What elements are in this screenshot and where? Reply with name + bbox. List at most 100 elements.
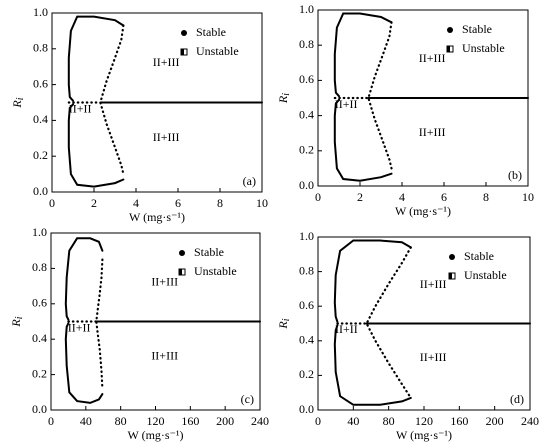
region-label: II+III <box>153 55 180 69</box>
x-tick-label: 120 <box>415 414 433 428</box>
x-tick-label: 240 <box>251 414 269 428</box>
panel-label: (a) <box>243 174 256 188</box>
y-tick-label: 0.0 <box>33 184 48 198</box>
panel-label: (d) <box>510 392 524 406</box>
y-tick-label: 0.0 <box>299 402 314 416</box>
region-label: II+III <box>151 274 178 288</box>
region-label: II+III <box>420 277 447 291</box>
y-tick-label: 0.2 <box>33 148 48 162</box>
x-axis-label: W (mg·s⁻¹) <box>127 428 183 442</box>
legend-label: Stable <box>462 22 492 36</box>
region-label: II+III <box>151 349 178 363</box>
legend-label: Unstable <box>196 44 239 58</box>
y-axis-label-main: R <box>10 100 24 109</box>
x-tick-label: 120 <box>147 414 165 428</box>
panel-label: (b) <box>508 168 522 182</box>
y-tick-label: 0.4 <box>32 331 47 345</box>
y-tick-label: 0.2 <box>32 366 47 380</box>
legend-marker-fill <box>449 273 452 279</box>
x-tick-label: 40 <box>80 414 92 428</box>
y-tick-label: 1.0 <box>33 5 48 19</box>
panel: 0 2 4 6 8 10 0.0 0.2 0.4 0.6 0.8 1.0 W (mg·s⁻¹) Ri Sta… <box>276 2 534 218</box>
y-axis-label-main: R <box>276 95 290 104</box>
x-tick-label: 200 <box>486 414 504 428</box>
x-tick-label: 240 <box>521 414 539 428</box>
x-tick-label: 0 <box>48 414 54 428</box>
legend-label: Unstable <box>464 268 507 282</box>
x-tick-label: 4 <box>133 196 139 210</box>
y-axis-label: Ri <box>9 316 26 327</box>
y-axis-label-sub: i <box>281 93 292 96</box>
y-axis-label: Ri <box>276 93 293 104</box>
y-tick-label: 0.8 <box>33 41 48 55</box>
legend-marker <box>179 250 185 256</box>
panel: 0 40 80 120 160 200 240 0.0 0.2 0.4 0.6 0.8 1.0 W (mg… <box>276 229 539 442</box>
x-axis-label: W (mg·s⁻¹) <box>396 428 452 442</box>
legend-label: Stable <box>194 245 224 259</box>
y-axis-label-main: R <box>276 321 290 330</box>
unstable-curve <box>67 24 125 176</box>
x-tick-label: 0 <box>315 190 321 204</box>
x-axis-label: W (mg·s⁻¹) <box>395 204 451 218</box>
x-tick-label: 80 <box>115 414 127 428</box>
y-tick-label: 0.0 <box>299 178 314 192</box>
x-tick-label: 160 <box>450 414 468 428</box>
y-tick-label: 0.2 <box>299 367 314 381</box>
region-label: II+III <box>419 51 446 65</box>
legend-label: Unstable <box>194 264 237 278</box>
y-tick-label: 1.0 <box>32 225 47 239</box>
legend-marker-fill <box>179 269 182 275</box>
x-tick-label: 160 <box>181 414 199 428</box>
region-label: II+II <box>69 101 92 115</box>
y-tick-label: 1.0 <box>299 2 314 16</box>
x-tick-label: 6 <box>441 190 447 204</box>
stable-curve <box>333 239 531 406</box>
y-axis-label-sub: i <box>15 97 26 100</box>
y-axis-label-sub: i <box>281 318 292 321</box>
legend-marker-fill <box>181 49 184 55</box>
y-tick-label: 0.6 <box>299 72 314 86</box>
y-tick-label: 0.4 <box>299 333 314 347</box>
y-tick-label: 0.4 <box>33 112 48 126</box>
x-tick-label: 80 <box>383 414 395 428</box>
x-tick-label: 0 <box>49 196 55 210</box>
y-tick-label: 0.6 <box>299 298 314 312</box>
y-tick-label: 0.8 <box>299 37 314 51</box>
legend-marker-fill <box>447 46 450 52</box>
x-tick-label: 200 <box>216 414 234 428</box>
x-tick-label: 10 <box>256 196 268 210</box>
stable-curve <box>64 237 261 404</box>
region-label: II+II <box>68 320 91 334</box>
y-tick-label: 0.2 <box>299 143 314 157</box>
x-tick-label: 2 <box>91 196 97 210</box>
y-tick-label: 0.8 <box>299 263 314 277</box>
x-tick-label: 40 <box>347 414 359 428</box>
x-tick-label: 8 <box>217 196 223 210</box>
y-axis-label: Ri <box>10 97 27 108</box>
region-label: II+II <box>335 97 358 111</box>
y-tick-label: 0.6 <box>33 76 48 90</box>
x-tick-label: 4 <box>399 190 405 204</box>
x-tick-label: 2 <box>357 190 363 204</box>
legend-marker <box>181 30 187 36</box>
region-label: II+III <box>420 350 447 364</box>
stable-curve <box>333 12 529 182</box>
region-label: II+II <box>335 322 358 336</box>
x-tick-label: 6 <box>175 196 181 210</box>
x-tick-label: 0 <box>315 414 321 428</box>
y-tick-label: 0.8 <box>32 260 47 274</box>
x-tick-label: 10 <box>522 190 534 204</box>
x-axis-label: W (mg·s⁻¹) <box>129 210 185 224</box>
legend-label: Stable <box>464 249 494 263</box>
panel-label: (c) <box>241 392 254 406</box>
panel: 0 40 80 120 160 200 240 0.0 0.2 0.4 0.6 0.8 1.0 W (mg… <box>9 225 269 442</box>
stable-curve <box>67 15 263 188</box>
y-tick-label: 0.0 <box>32 402 47 416</box>
legend-label: Unstable <box>462 41 505 55</box>
y-tick-label: 0.6 <box>32 296 47 310</box>
region-label: II+III <box>153 130 180 144</box>
y-axis-label-main: R <box>9 319 23 328</box>
y-axis-label-sub: i <box>14 316 25 319</box>
legend-marker <box>449 254 455 260</box>
